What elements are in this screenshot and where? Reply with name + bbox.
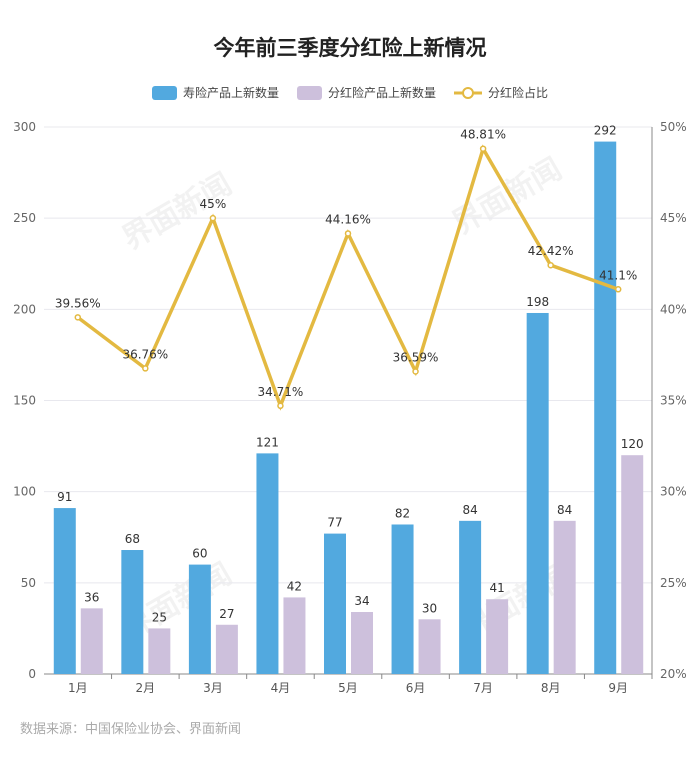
ratio-point (614, 286, 622, 293)
bar-dividend (621, 455, 644, 674)
y2-tick-label: 20% (660, 667, 687, 681)
bar-value-label: 30 (422, 601, 437, 615)
x-tick-label: 7月 (473, 681, 493, 695)
x-tick-label: 1月 (68, 681, 88, 695)
bar-value-label: 34 (354, 594, 369, 608)
bar-value-label: 121 (256, 435, 279, 449)
y-tick-label: 50 (21, 576, 36, 590)
ratio-label: 45% (200, 197, 227, 211)
bar-value-label: 41 (489, 581, 504, 595)
bar-life (459, 520, 482, 674)
ratio-label: 42.42% (528, 244, 574, 258)
bar-dividend (80, 608, 103, 674)
y-tick-label: 250 (13, 211, 36, 225)
bar-dividend (418, 619, 441, 674)
x-tick-label: 8月 (541, 681, 561, 695)
y-tick-label: 200 (13, 302, 36, 316)
ratio-point (209, 214, 217, 222)
legend-item-life[interactable]: 寿险产品上新数量 (151, 84, 279, 101)
x-tick-label: 5月 (338, 681, 358, 695)
bar-dividend (553, 520, 576, 674)
legend-line-icon (454, 86, 482, 99)
ratio-label: 39.56% (55, 296, 101, 310)
x-tick-label: 3月 (203, 681, 223, 695)
bar-life (391, 524, 414, 674)
ratio-point (277, 402, 284, 410)
ratio-label: 36.76% (122, 347, 168, 361)
watermark: 界面新闻 (447, 152, 568, 242)
legend-item-ratio[interactable]: 分红险占比 (454, 84, 548, 101)
ratio-point (412, 368, 419, 375)
bar-dividend (215, 624, 238, 674)
x-tick-label: 6月 (406, 681, 426, 695)
bar-life (53, 508, 76, 674)
ratio-point (344, 230, 352, 237)
bar-value-label: 84 (557, 503, 572, 517)
bar-value-label: 82 (395, 506, 410, 520)
bar-value-label: 292 (594, 124, 617, 138)
ratio-point (479, 145, 487, 152)
ratio-label: 44.16% (325, 212, 371, 226)
bar-value-label: 84 (462, 503, 477, 517)
y-tick-label: 300 (13, 120, 36, 134)
x-tick-label: 2月 (136, 681, 156, 695)
ratio-label: 48.81% (460, 128, 506, 142)
bar-value-label: 36 (84, 590, 99, 604)
y2-tick-label: 45% (660, 211, 687, 225)
bar-life (324, 533, 346, 674)
bar-life (121, 550, 144, 674)
bar-dividend (148, 628, 171, 674)
bar-value-label: 120 (621, 437, 644, 451)
x-tick-label: 9月 (608, 681, 628, 695)
ratio-label: 36.59% (393, 351, 439, 365)
ratio-label: 34.71% (258, 385, 304, 399)
y2-tick-label: 50% (660, 120, 687, 134)
y2-tick-label: 40% (660, 302, 687, 316)
bar-dividend (283, 597, 306, 674)
bar-value-label: 60 (192, 547, 207, 561)
legend-label: 分红险产品上新数量 (327, 86, 436, 100)
y-tick-label: 100 (13, 485, 36, 499)
legend-swatch (296, 85, 322, 100)
bar-value-label: 42 (287, 579, 302, 593)
ratio-point (547, 261, 554, 269)
y-tick-label: 0 (28, 667, 36, 681)
bar-value-label: 68 (125, 532, 140, 546)
y2-tick-label: 35% (660, 394, 687, 408)
legend-label: 分红险占比 (488, 86, 549, 100)
legend-swatch (151, 85, 177, 100)
ratio-point (74, 314, 82, 321)
bar-dividend (351, 612, 373, 674)
bar-value-label: 77 (327, 516, 342, 530)
source-note: 数据来源：中国保险业协会、界面新闻 (20, 722, 242, 737)
bar-life (188, 564, 211, 674)
legend-label: 寿险产品上新数量 (182, 86, 279, 100)
bar-life (256, 453, 279, 674)
bar-value-label: 91 (57, 490, 72, 504)
y2-tick-label: 25% (660, 576, 687, 590)
legend-item-dividend[interactable]: 分红险产品上新数量 (296, 84, 436, 101)
x-tick-label: 4月 (271, 681, 291, 695)
legend: 寿险产品上新数量 分红险产品上新数量 分红险占比 (0, 84, 700, 101)
ratio-point (142, 365, 149, 372)
chart-title: 今年前三季度分红险上新情况 (213, 36, 487, 60)
ratio-label: 41.1% (599, 268, 637, 282)
bar-life (526, 312, 549, 674)
bar-value-label: 198 (526, 295, 549, 309)
y2-tick-label: 30% (660, 485, 687, 499)
bar-value-label: 27 (219, 607, 234, 621)
y-tick-label: 150 (13, 394, 36, 408)
bar-dividend (486, 599, 509, 674)
watermark: 界面新闻 (117, 167, 238, 257)
bar-value-label: 25 (152, 610, 167, 624)
bar-life (594, 141, 617, 674)
